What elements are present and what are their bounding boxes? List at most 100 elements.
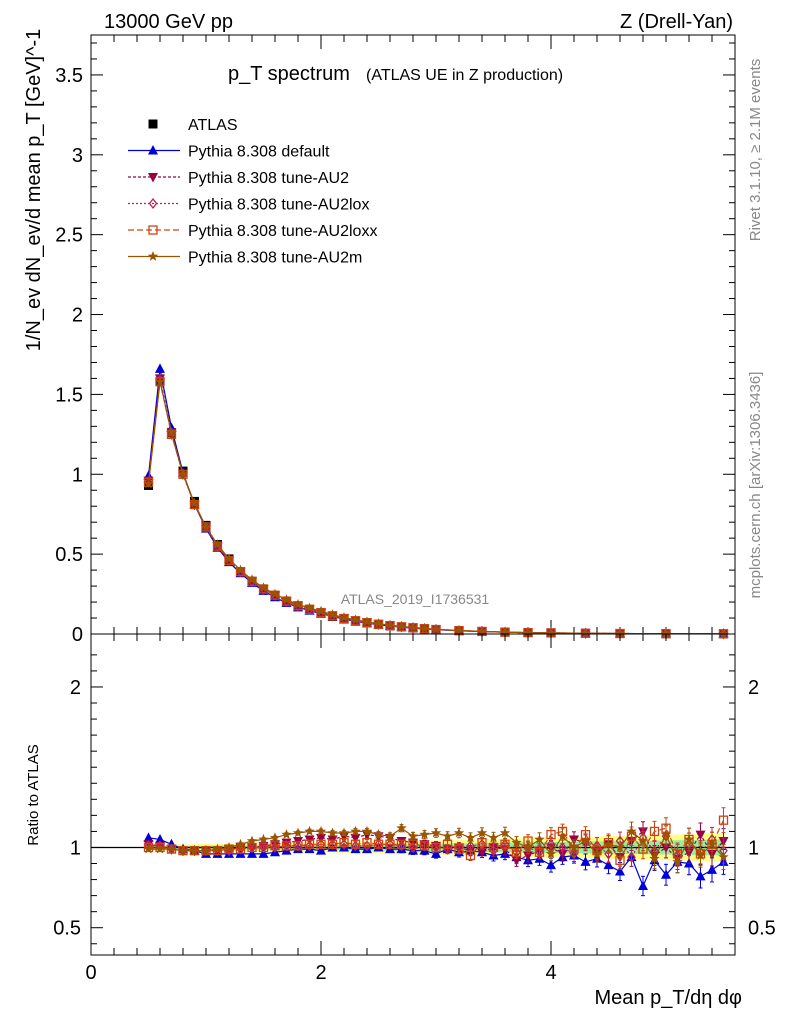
ratio-data-point (465, 832, 476, 843)
ratio-data-point (580, 835, 591, 846)
ratio-data-point (350, 833, 361, 844)
main-data-point (166, 427, 177, 438)
ratio-data-point (706, 838, 718, 849)
main-data-point (155, 363, 165, 373)
ratio-data-point (212, 843, 223, 854)
ratio-data-point (477, 838, 487, 850)
ratio-data-point (442, 830, 453, 841)
ratio-y-tick-label-right: 0.5 (748, 918, 776, 940)
ratio-data-point (362, 830, 372, 841)
main-data-point (177, 468, 189, 479)
ratio-data-point (155, 833, 165, 844)
main-data-point (327, 609, 338, 620)
main-data-point (407, 622, 419, 632)
ratio-data-point (304, 825, 315, 836)
ratio-data-point (649, 853, 660, 864)
ratio-data-point (246, 835, 258, 846)
main-data-point (419, 622, 430, 633)
ratio-data-point (546, 829, 556, 840)
ratio-data-point (350, 825, 361, 836)
chart-subtitle: (ATLAS UE in Z production) (366, 67, 563, 84)
ratio-data-point (223, 842, 235, 852)
legend-label: Pythia 8.308 default (188, 144, 330, 161)
y-tick-label: 3 (72, 145, 83, 167)
ratio-data-point (534, 847, 545, 857)
ratio-data-point (430, 827, 442, 838)
ratio-data-point (718, 851, 729, 862)
ratio-data-point (339, 838, 349, 848)
ratio-data-point (661, 843, 671, 853)
ratio-data-point (500, 839, 510, 849)
main-data-point (580, 627, 591, 638)
x-axis-label: Mean p_T/dη dφ (595, 987, 743, 1009)
ratio-data-point (614, 842, 626, 852)
ratio-data-point (431, 848, 441, 858)
y-tick-label: 3.5 (55, 65, 83, 87)
ratio-data-point (200, 845, 212, 856)
analysis-label: ATLAS_2019_I1736531 (341, 591, 490, 607)
main-panel: 0 0.5 1 1.5 2 2.5 3 3.5 (55, 34, 736, 646)
main-data-point (212, 539, 223, 549)
x-tick-label: 4 (545, 962, 556, 984)
ratio-data-point (568, 842, 580, 852)
ratio-data-point (396, 822, 407, 833)
main-data-point (430, 623, 442, 634)
main-data-point (143, 478, 154, 489)
main-data-point (373, 618, 384, 629)
ratio-data-point (489, 845, 498, 857)
ratio-data-point (315, 825, 327, 836)
legend-marker (148, 145, 158, 155)
chart-title-text: p_T spectrum (228, 63, 350, 85)
ratio-data-point (281, 841, 292, 851)
ratio-data-point (385, 839, 395, 849)
ratio-data-point (695, 870, 706, 881)
ratio-data-point (718, 815, 729, 825)
header-energy: 13000 GeV pp (104, 11, 233, 33)
ratio-data-point (281, 838, 292, 849)
ratio-data-point (534, 833, 545, 844)
ratio-data-point (327, 827, 338, 838)
main-data-point (614, 628, 626, 638)
ratio-data-point (269, 832, 281, 843)
ratio-data-point (499, 827, 511, 838)
ratio-data-point (672, 856, 683, 867)
main-data-point (499, 626, 511, 637)
main-data-point (189, 497, 200, 508)
legend-marker (147, 251, 159, 261)
ratio-frame (90, 633, 736, 956)
legend-marker (148, 119, 158, 129)
ratio-data-point (270, 841, 280, 851)
ratio-data-point (154, 843, 166, 854)
ratio-data-point (384, 830, 396, 841)
ratio-data-point (707, 864, 717, 874)
y-tick-label: 1.5 (55, 384, 83, 406)
ratio-data-point (373, 829, 384, 840)
main-data-point (361, 616, 373, 627)
main-data-point (235, 564, 246, 575)
ratio-data-point (627, 851, 636, 863)
ratio-data-point (569, 848, 579, 860)
ratio-y-tick-label-right: 1 (748, 837, 759, 859)
ratio-data-point (477, 848, 487, 858)
legend-label: Pythia 8.308 tune-AU2lox (188, 197, 369, 214)
mcplots-label: mcplots.cern.ch [arXiv:1306.3436] (747, 372, 764, 599)
ratio-data-point (361, 825, 373, 836)
ratio-data-point (293, 841, 303, 851)
ratio-data-point (683, 833, 695, 844)
ratio-data-point (258, 842, 269, 853)
ratio-data-point (695, 850, 706, 860)
chart-title: p_T spectrum (228, 63, 350, 85)
ratio-y-tick-label: 0.5 (53, 918, 81, 940)
ratio-data-point (557, 830, 568, 841)
main-data-point (718, 628, 729, 639)
ratio-data-point (247, 842, 257, 853)
ratio-data-point (522, 842, 534, 852)
main-data-point (545, 627, 557, 638)
ratio-data-point (419, 841, 430, 851)
main-data-point (350, 614, 361, 625)
ratio-data-point (316, 839, 326, 849)
main-data-point (384, 619, 396, 630)
ratio-data-point (615, 866, 625, 876)
ratio-data-point (362, 840, 372, 852)
